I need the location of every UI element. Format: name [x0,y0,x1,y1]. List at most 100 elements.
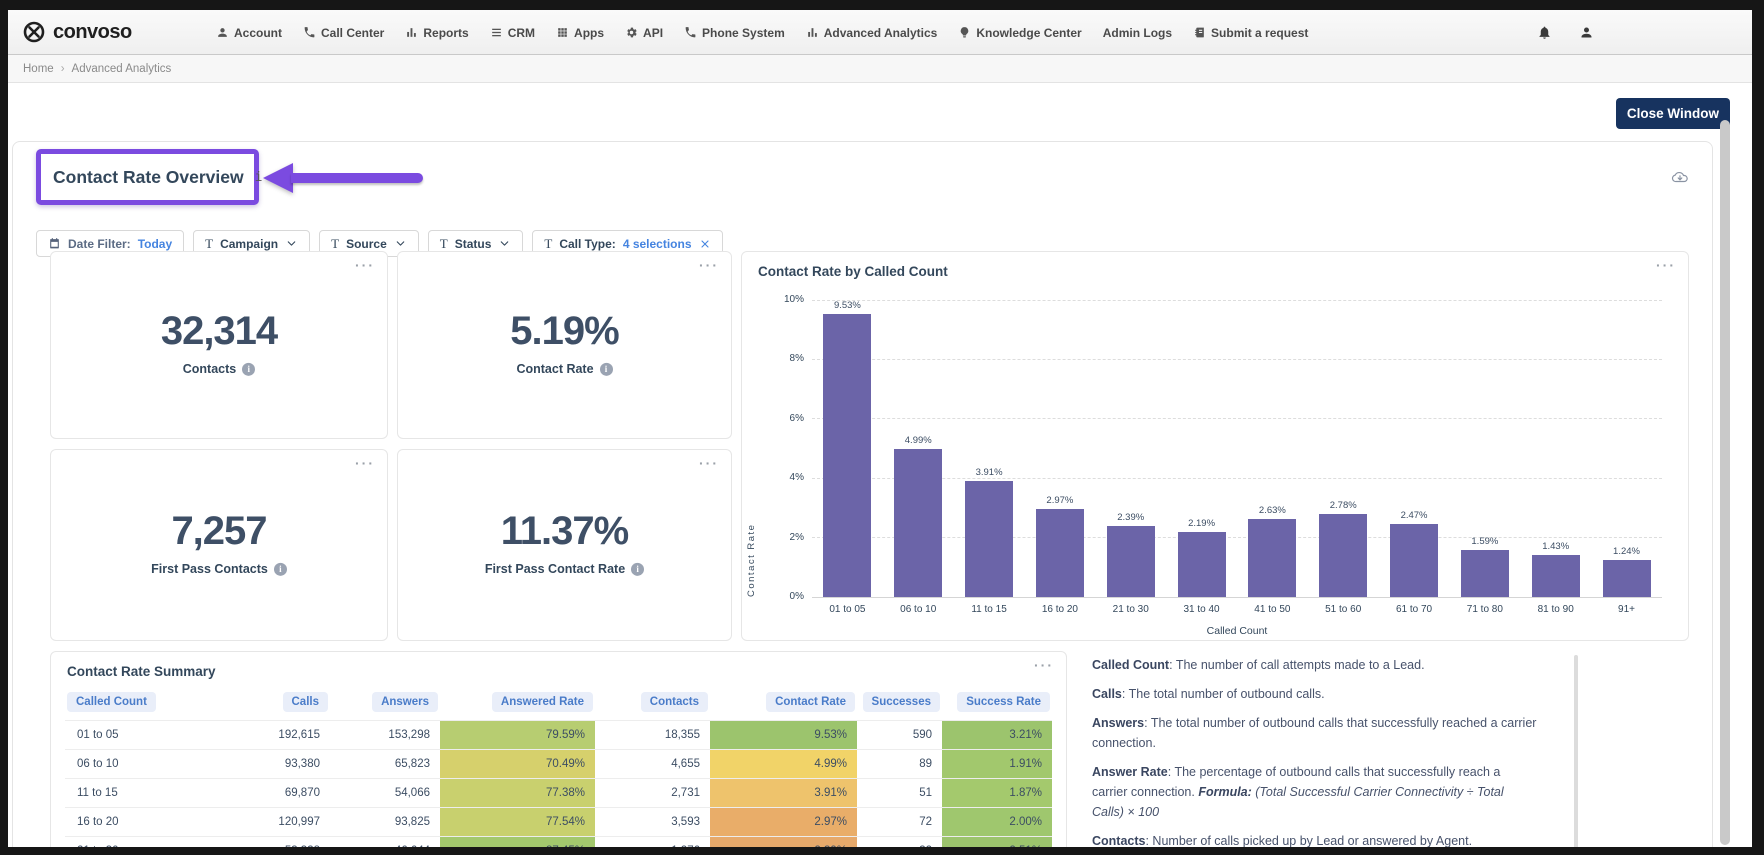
browser-page: convoso Account Call Center Reports CRM Apps… [8,10,1752,847]
nav-item-call-center[interactable]: Call Center [303,26,384,40]
annotation-arrow [263,163,453,193]
filter-icon: T [331,235,340,251]
kpi-value: 5.19% [510,308,619,353]
cloud-download-icon[interactable] [1671,168,1689,191]
nav-item-label: Phone System [702,25,785,40]
chart-more-menu-icon[interactable]: ··· [1656,257,1676,273]
table-row: 11 to 15 69,870 54,066 77.38% 2,731 3.91% 51 1.… [65,778,1052,808]
column-header-contacts[interactable]: Contacts [640,692,708,712]
close-window-button[interactable]: Close Window [1616,98,1730,129]
bar-value-label: 1.59% [1471,535,1499,547]
kpi-value: 32,314 [160,308,278,353]
table-cell: 3.91% [710,778,857,808]
kpi-more-menu-icon[interactable]: ··· [355,257,375,273]
bar-slot-91+: 1.24% [1591,300,1662,597]
bar [1035,508,1084,597]
table-cell: 65,823 [330,749,440,779]
table-cell: 53,338 [180,836,330,847]
table-cell: 69,870 [180,778,330,808]
convoso-logo[interactable]: convoso [22,20,132,44]
gear-icon [627,27,637,38]
column-header-calls[interactable]: Calls [282,692,328,712]
bar-value-label: 4.99% [904,434,932,446]
info-circle-icon[interactable]: i [242,362,256,376]
nav-item-advanced-analytics[interactable]: Advanced Analytics [806,26,937,40]
column-header-successes[interactable]: Successes [862,692,940,712]
nav-item-label: Reports [423,25,469,40]
info-circle-icon[interactable]: i [599,362,613,376]
nav-item-apps[interactable]: Apps [556,26,604,40]
summary-more-menu-icon[interactable]: ··· [1034,657,1054,673]
nav-item-label: API [643,25,664,40]
column-header-answered-rate[interactable]: Answered Rate [491,692,593,712]
table-cell: 93,825 [330,807,440,837]
nav-item-account[interactable]: Account [216,26,282,40]
chevron-down-icon [501,241,509,246]
table-cell: 77.54% [440,807,595,837]
x-tick-label: 61 to 70 [1395,604,1433,615]
clear-filter-x-icon[interactable] [699,238,711,250]
nav-item-api[interactable]: API [625,26,663,40]
title-info-icon[interactable]: i [254,169,263,185]
kpi-more-menu-icon[interactable]: ··· [355,455,375,471]
table-cell: 72 [857,807,942,837]
column-header-success-rate[interactable]: Success Rate [957,692,1050,712]
bar-slot-61-to-70: 2.47% [1379,300,1450,597]
brand-name: convoso [53,20,132,43]
table-cell: 1,276 [595,836,710,847]
y-tick-label: 8% [789,353,804,365]
table-cell: 06 to 10 [65,749,180,779]
bar [1248,518,1297,597]
nav-item-label: Submit a request [1211,25,1309,40]
column-header-called-count[interactable]: Called Count [67,692,156,712]
user-account-icon[interactable] [1579,25,1594,40]
x-tick-label: 91+ [1618,604,1635,615]
column-header-cell: Success Rate [942,688,1052,721]
table-cell: 4,655 [595,749,710,779]
bar-value-label: 2.47% [1400,509,1428,521]
kpi-more-menu-icon[interactable]: ··· [699,257,719,273]
page-scrollbar-thumb[interactable] [1720,120,1730,845]
column-header-answers[interactable]: Answers [372,692,438,712]
summary-table-title: Contact Rate Summary [67,664,216,679]
kpi-label: Contact Rate [516,361,594,376]
table-cell: 2.00% [942,807,1052,837]
notifications-bell-icon[interactable] [1537,25,1552,40]
table-cell: 153,298 [330,720,440,750]
table-row: 21 to 3053,33846,64487.45%1,2762.39%322.… [65,836,1052,847]
table-row: 06 to 10 93,380 65,823 70.49% 4,655 4.99% 89 1.… [65,749,1052,779]
definitions-scrollbar[interactable] [1574,655,1578,847]
info-circle-icon[interactable]: i [273,562,287,576]
definition-term: Called Count [1092,658,1170,672]
chart-icon [807,28,817,37]
definition-contacts: Contacts: Number of calls picked up by L… [1092,834,1473,847]
table-cell: 4.99% [710,749,857,779]
nav-item-admin-logs[interactable]: Admin Logs [1103,26,1172,40]
info-circle-icon[interactable]: i [631,562,645,576]
nav-item-knowledge-center[interactable]: Knowledge Center [958,26,1082,40]
x-tick-label: 16 to 20 [1041,604,1078,615]
bar-slot-11-to-15: 3.91% [954,300,1025,597]
arrow-shaft [291,173,423,183]
x-tick-label: 31 to 40 [1183,604,1220,615]
bar [1531,554,1580,597]
y-tick-label: 0% [789,591,804,602]
nav-item-submit-a-request[interactable]: Submit a request [1193,26,1308,40]
breadcrumb-home[interactable]: Home [23,62,54,75]
column-header-contact-rate[interactable]: Contact Rate [766,692,855,712]
table-cell: 16 to 20 [65,807,180,837]
filter-icon: T [544,235,553,251]
nav-item-reports[interactable]: Reports [405,25,469,40]
nav-item-crm[interactable]: CRM [490,26,535,40]
top-navbar: convoso Account Call Center Reports CRM Apps… [8,10,1752,55]
table-cell: 93,380 [180,749,330,779]
chart-icon [407,28,417,37]
bar [1460,549,1509,597]
gridline [812,299,1662,301]
table-cell: 77.38% [440,778,595,808]
nav-item-phone-system[interactable]: Phone System [684,26,785,40]
bar [894,448,943,597]
calendar-icon [50,238,59,249]
kpi-more-menu-icon[interactable]: ··· [699,455,719,471]
filter-segment: Status [454,236,492,251]
